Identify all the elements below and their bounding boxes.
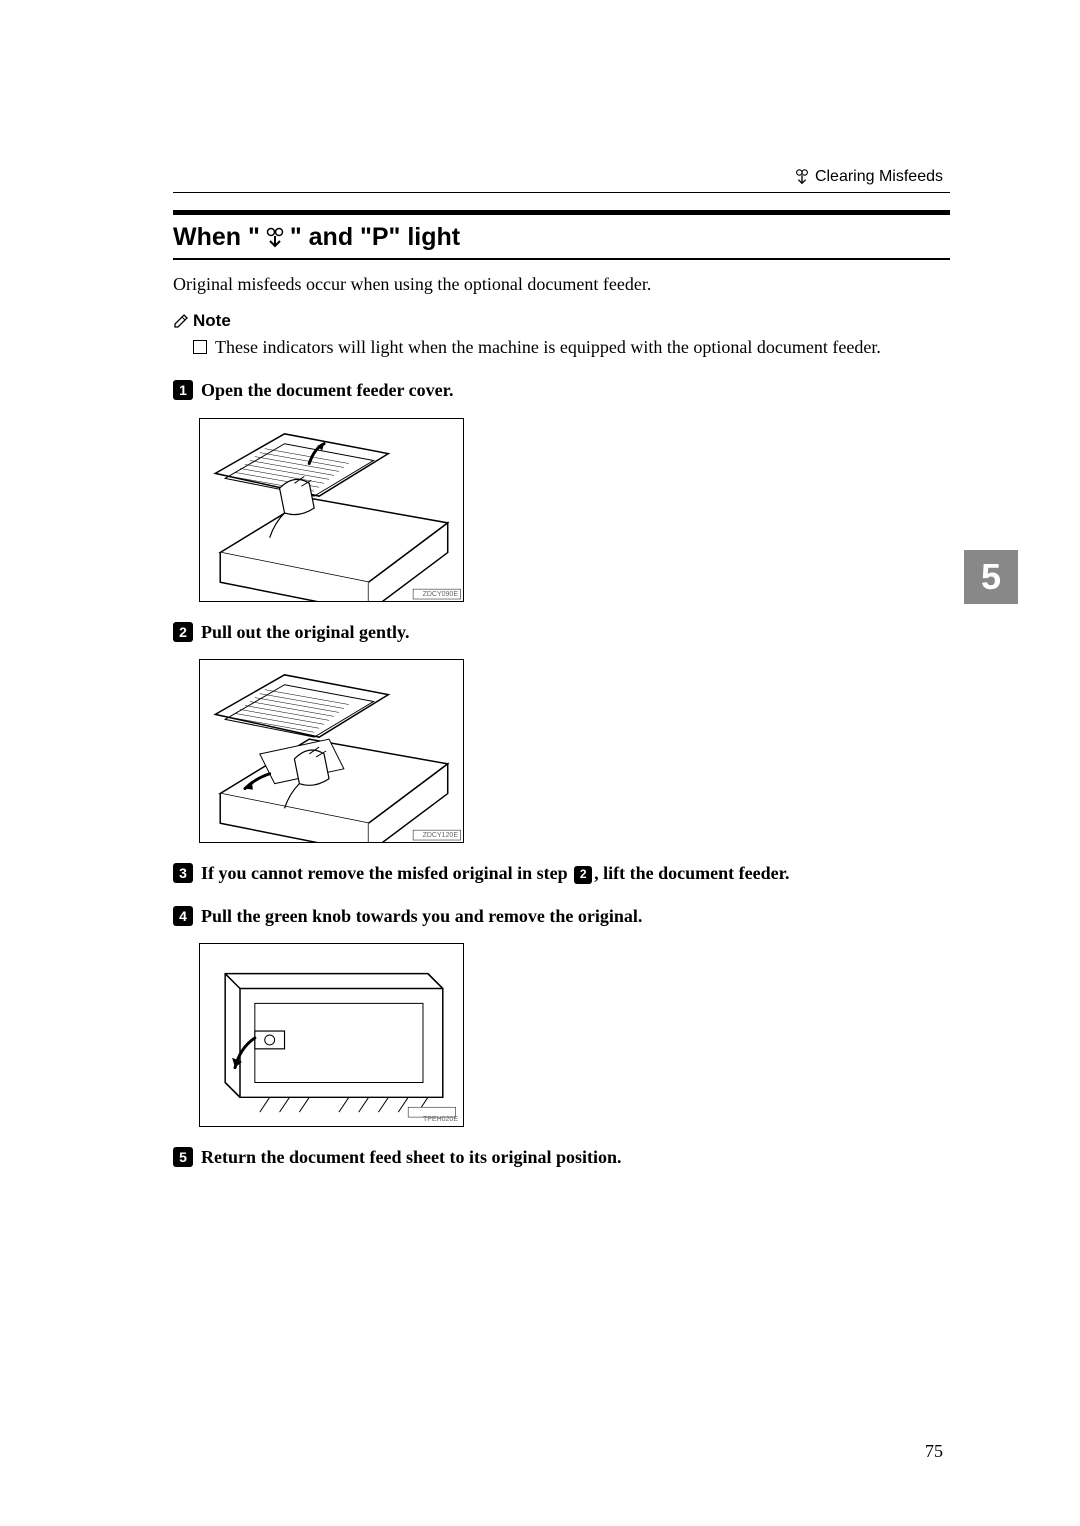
step-3: 3 If you cannot remove the misfed origin… <box>173 861 950 886</box>
step-ref-badge: 2 <box>574 866 592 884</box>
note-section: Note These indicators will light when th… <box>173 311 950 360</box>
step-number-badge: 5 <box>173 1147 193 1167</box>
step-text: If you cannot remove the misfed original… <box>201 861 789 886</box>
illustration-3: TPEH020E <box>199 943 464 1127</box>
step-text-after: , lift the document feeder. <box>594 863 789 883</box>
feeder-cover-diagram <box>200 419 463 601</box>
page-number: 75 <box>925 1441 943 1462</box>
illustration-label: ZDCY090E <box>423 591 458 598</box>
note-header: Note <box>173 311 950 331</box>
checkbox-icon <box>193 340 207 354</box>
illustration-label: TPEH020E <box>423 1116 458 1123</box>
step-4: 4 Pull the green knob towards you and re… <box>173 904 950 929</box>
step-text: Return the document feed sheet to its or… <box>201 1145 621 1170</box>
note-text: These indicators will light when the mac… <box>215 335 881 360</box>
title-suffix: " and "P" light <box>290 223 460 252</box>
jam-icon <box>263 226 287 250</box>
step-2: 2 Pull out the original gently. <box>173 620 950 645</box>
section-title: When " " and "P" light <box>173 223 950 252</box>
step-text: Open the document feeder cover. <box>201 378 453 403</box>
step-text: Pull out the original gently. <box>201 620 410 645</box>
note-item: These indicators will light when the mac… <box>173 335 950 360</box>
note-label: Note <box>193 311 231 331</box>
page-content: Clearing Misfeeds When " " and "P" light… <box>0 0 1080 1230</box>
intro-text: Original misfeeds occur when using the o… <box>173 272 950 297</box>
green-knob-diagram <box>200 944 463 1126</box>
jam-icon <box>793 168 811 186</box>
step-number-badge: 1 <box>173 380 193 400</box>
page-header: Clearing Misfeeds <box>793 168 943 186</box>
step-text: Pull the green knob towards you and remo… <box>201 904 642 929</box>
step-1: 1 Open the document feeder cover. <box>173 378 950 403</box>
chapter-tab: 5 <box>964 550 1018 604</box>
step-5: 5 Return the document feed sheet to its … <box>173 1145 950 1170</box>
illustration-label: ZDCY120E <box>423 832 458 839</box>
pencil-icon <box>173 313 189 329</box>
step-number-badge: 3 <box>173 863 193 883</box>
chapter-number: 5 <box>981 556 1001 598</box>
header-divider <box>173 192 950 193</box>
title-prefix: When " <box>173 223 260 252</box>
step-number-badge: 2 <box>173 622 193 642</box>
step-text-before: If you cannot remove the misfed original… <box>201 863 572 883</box>
pull-original-diagram <box>200 660 463 842</box>
header-text: Clearing Misfeeds <box>815 168 943 186</box>
step-number-badge: 4 <box>173 906 193 926</box>
illustration-1: ZDCY090E <box>199 418 464 602</box>
section-header: When " " and "P" light <box>173 210 950 260</box>
illustration-2: ZDCY120E <box>199 659 464 843</box>
